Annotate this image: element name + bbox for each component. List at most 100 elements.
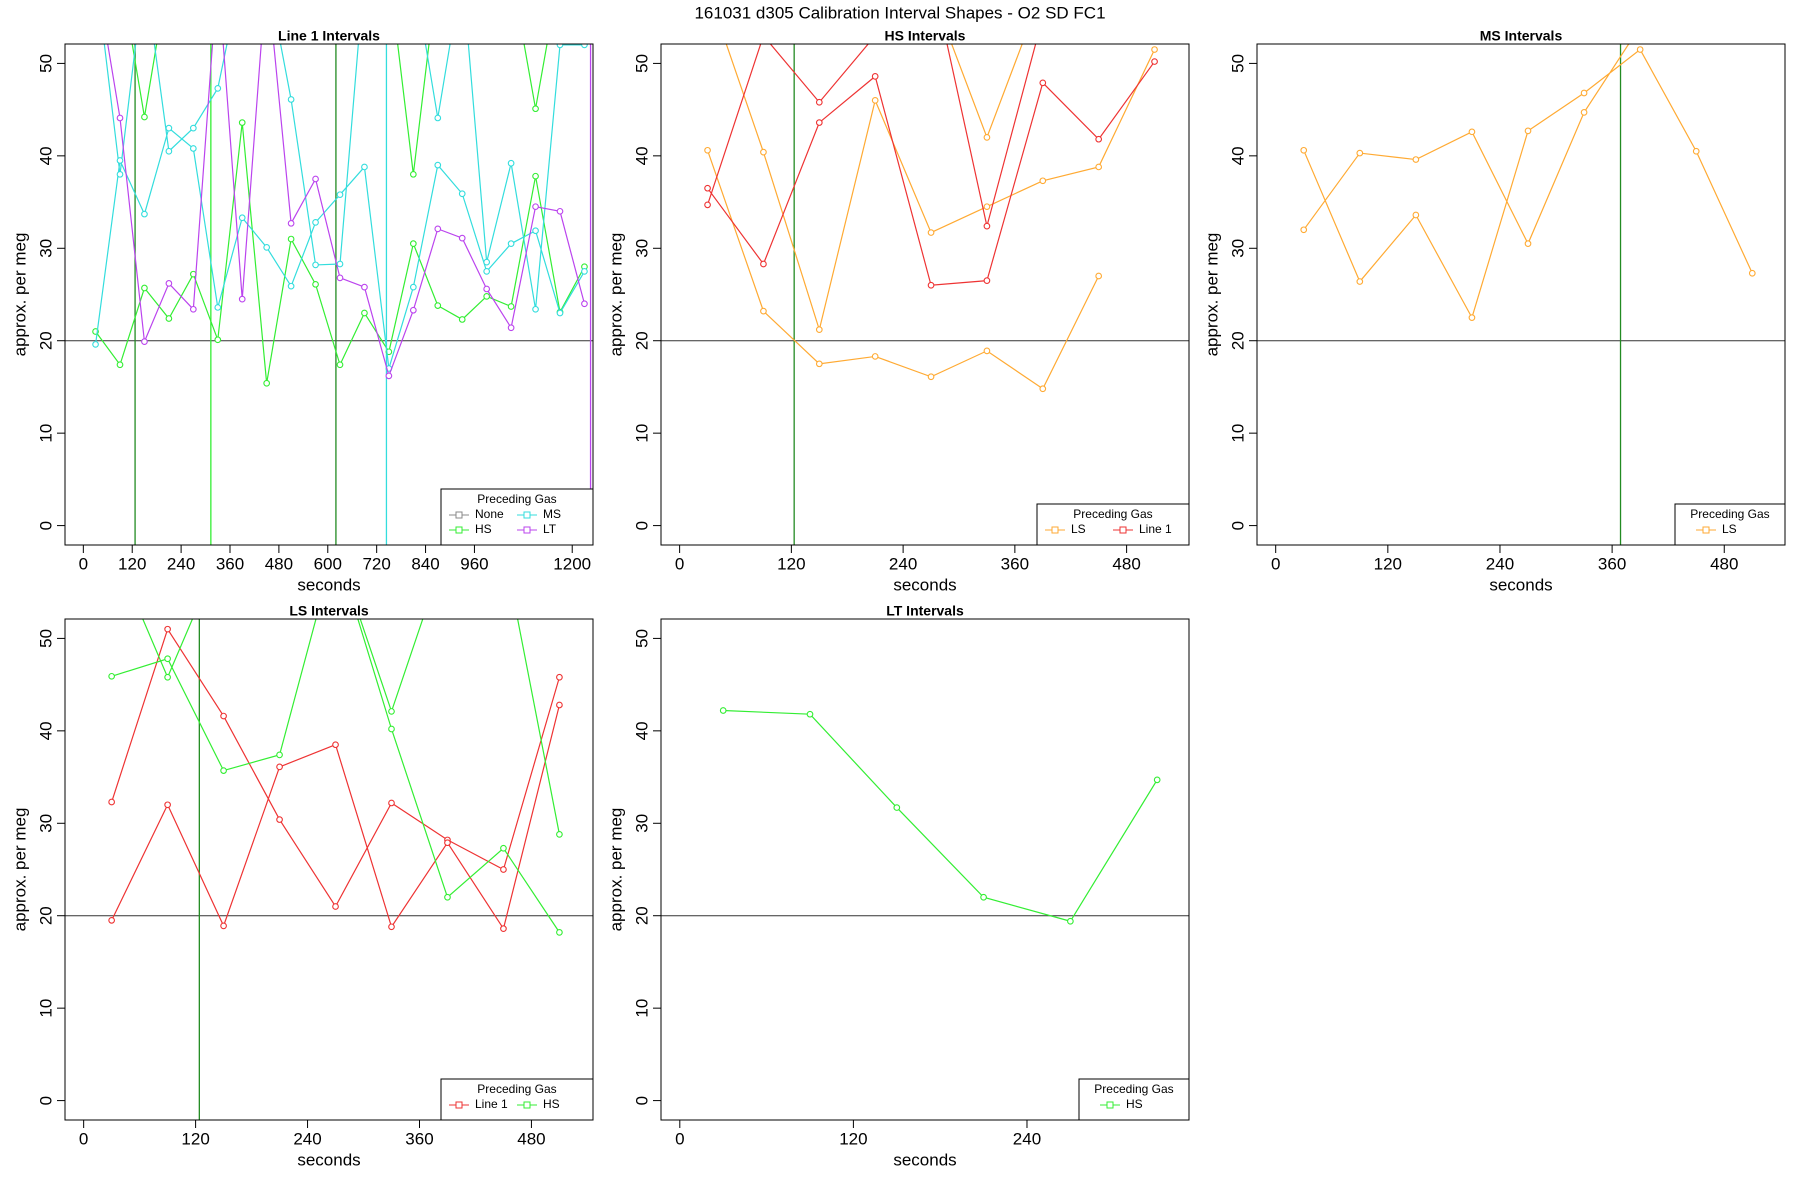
y-tick-label: 50 xyxy=(1228,54,1247,73)
legend-marker xyxy=(523,511,531,519)
data-point xyxy=(704,146,711,154)
data-point xyxy=(1524,240,1532,248)
y-tick-label: 40 xyxy=(36,146,55,165)
panel: MS Intervals 0 10 20 30 40 50 0 120 240 360 480 seco… xyxy=(1202,28,1786,594)
legend-label: HS xyxy=(543,1097,560,1111)
data-point xyxy=(388,725,395,733)
data-point xyxy=(312,219,319,226)
x-tick-label: 120 xyxy=(118,554,146,573)
data-point xyxy=(312,175,319,183)
legend-label: LT xyxy=(543,522,557,536)
y-axis-label: approx. per meg xyxy=(606,808,625,932)
data-point xyxy=(141,284,148,292)
legend-marker xyxy=(455,526,463,534)
y-axis-label: approx. per meg xyxy=(1202,233,1221,357)
data-point xyxy=(434,161,442,169)
plot-frame xyxy=(660,43,1190,546)
data-point xyxy=(1039,385,1047,393)
data-point xyxy=(332,741,339,749)
plot-area xyxy=(1257,44,1785,545)
legend-title: Preceding Gas xyxy=(477,492,556,506)
plot-frame xyxy=(64,43,594,546)
y-tick-label: 0 xyxy=(1228,521,1247,530)
panel: HS Intervals 0 10 20 30 40 50 0 120 240 360 480 seco… xyxy=(606,28,1190,594)
legend-label: Line 1 xyxy=(1139,522,1172,536)
data-point xyxy=(1412,156,1420,163)
y-tick-label: 50 xyxy=(632,54,651,73)
data-point xyxy=(760,260,767,268)
x-axis-label: seconds xyxy=(1489,575,1552,594)
data-point xyxy=(704,184,711,192)
data-point xyxy=(336,260,344,268)
data-point xyxy=(1095,163,1103,171)
data-point xyxy=(116,170,124,178)
data-point xyxy=(444,839,451,847)
page-title: 161031 d305 Calibration Interval Shapes … xyxy=(694,3,1105,22)
data-point xyxy=(1580,89,1588,97)
data-point xyxy=(385,372,393,380)
data-point xyxy=(871,97,879,104)
y-tick-label: 10 xyxy=(1228,424,1247,443)
data-point xyxy=(164,673,171,681)
x-axis-label: seconds xyxy=(297,1150,360,1169)
x-tick-label: 0 xyxy=(675,554,684,573)
data-point xyxy=(507,159,515,167)
data-point xyxy=(116,361,124,369)
data-point xyxy=(276,751,283,759)
data-point xyxy=(507,240,515,248)
data-point xyxy=(704,201,711,209)
data-point xyxy=(214,85,222,92)
data-point xyxy=(483,292,491,300)
legend-box xyxy=(440,1078,594,1121)
data-point xyxy=(220,712,227,720)
data-point xyxy=(893,804,901,811)
data-point xyxy=(983,203,991,211)
legend-box xyxy=(440,488,594,546)
data-point xyxy=(263,244,271,251)
legend-marker xyxy=(455,1101,463,1109)
panel-title: LS Intervals xyxy=(289,603,369,619)
y-tick-label: 40 xyxy=(632,721,651,740)
data-point xyxy=(165,280,173,287)
data-point xyxy=(871,353,879,360)
data-point xyxy=(1524,127,1532,135)
data-point xyxy=(500,844,507,852)
plot-frame xyxy=(1256,43,1786,546)
data-point xyxy=(556,44,564,49)
data-point xyxy=(556,207,564,215)
data-point xyxy=(500,866,507,873)
data-point xyxy=(815,119,823,126)
x-tick-label: 960 xyxy=(460,554,488,573)
panel: LT Intervals 0 10 20 30 40 50 0 120 240 seconds app… xyxy=(606,603,1190,1169)
data-point xyxy=(458,316,466,323)
y-tick-label: 0 xyxy=(36,521,55,530)
data-point xyxy=(927,229,935,236)
x-tick-label: 600 xyxy=(314,554,342,573)
panel-title: MS Intervals xyxy=(1480,28,1563,44)
plot-frame xyxy=(660,618,1190,1121)
x-tick-label: 1200 xyxy=(553,554,591,573)
x-tick-label: 0 xyxy=(675,1129,684,1148)
legend-marker xyxy=(455,511,463,519)
x-tick-label: 480 xyxy=(517,1129,545,1148)
data-point xyxy=(287,282,295,290)
data-point xyxy=(483,258,491,266)
data-point xyxy=(165,315,173,322)
data-point xyxy=(760,148,767,156)
data-point xyxy=(141,210,148,218)
data-point xyxy=(108,798,115,806)
legend-box xyxy=(1078,1078,1190,1121)
plot-area xyxy=(661,44,1189,545)
legend-marker xyxy=(1106,1101,1114,1109)
data-point xyxy=(92,341,99,348)
data-point xyxy=(1151,46,1158,53)
y-tick-label: 0 xyxy=(36,1096,55,1105)
x-tick-label: 480 xyxy=(1710,554,1738,573)
data-point xyxy=(1039,177,1047,185)
plot-area xyxy=(65,619,593,1120)
data-point xyxy=(1300,146,1308,154)
y-tick-label: 20 xyxy=(632,906,651,925)
data-point xyxy=(165,147,173,155)
legend-marker xyxy=(1051,526,1059,534)
